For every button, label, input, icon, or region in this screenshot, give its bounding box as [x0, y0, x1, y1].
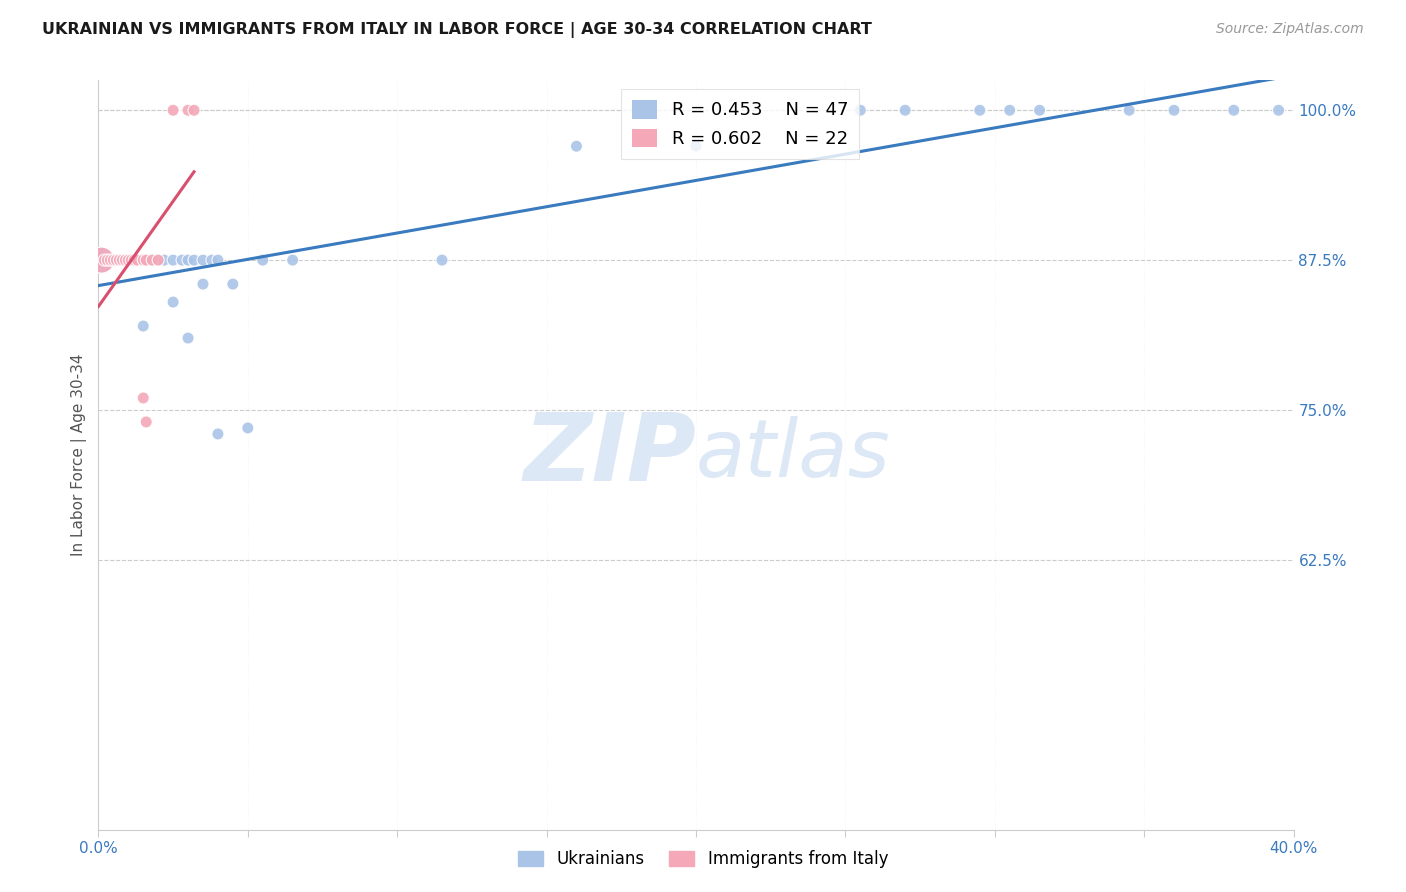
Point: [998, 103, 1021, 118]
Point: [124, 253, 146, 268]
Point: [236, 421, 259, 435]
Point: [685, 139, 707, 153]
Text: Source: ZipAtlas.com: Source: ZipAtlas.com: [1216, 22, 1364, 37]
Point: [135, 253, 157, 268]
Point: [135, 253, 157, 268]
Point: [90, 253, 112, 268]
Point: [120, 253, 142, 268]
Point: [153, 253, 176, 268]
Point: [93, 253, 115, 268]
Point: [132, 253, 155, 268]
Point: [141, 253, 163, 268]
Point: [90, 253, 112, 268]
Point: [207, 426, 229, 441]
Point: [132, 391, 155, 405]
Point: [222, 277, 245, 291]
Point: [430, 253, 453, 268]
Point: [108, 253, 131, 268]
Point: [96, 253, 118, 268]
Point: [281, 253, 304, 268]
Point: [565, 139, 588, 153]
Point: [148, 253, 170, 268]
Point: [252, 253, 274, 268]
Legend: R = 0.453    N = 47, R = 0.602    N = 22: R = 0.453 N = 47, R = 0.602 N = 22: [621, 89, 859, 159]
Point: [111, 253, 134, 268]
Point: [108, 253, 131, 268]
Point: [177, 253, 200, 268]
Text: ZIP: ZIP: [523, 409, 696, 501]
Point: [162, 253, 184, 268]
Text: atlas: atlas: [696, 416, 891, 494]
Point: [93, 253, 115, 268]
Point: [1223, 103, 1246, 118]
Point: [162, 295, 184, 310]
Point: [105, 253, 128, 268]
Point: [849, 103, 872, 118]
Point: [117, 253, 139, 268]
Point: [132, 253, 155, 268]
Point: [135, 415, 157, 429]
Point: [1163, 103, 1185, 118]
Text: UKRAINIAN VS IMMIGRANTS FROM ITALY IN LABOR FORCE | AGE 30-34 CORRELATION CHART: UKRAINIAN VS IMMIGRANTS FROM ITALY IN LA…: [42, 22, 872, 38]
Point: [98, 253, 122, 268]
Point: [103, 253, 125, 268]
Point: [111, 253, 134, 268]
Y-axis label: In Labor Force | Age 30-34: In Labor Force | Age 30-34: [72, 353, 87, 557]
Point: [162, 103, 184, 118]
Point: [191, 277, 214, 291]
Point: [183, 103, 205, 118]
Point: [201, 253, 224, 268]
Point: [183, 253, 205, 268]
Point: [1118, 103, 1140, 118]
Point: [96, 253, 118, 268]
Point: [114, 253, 136, 268]
Legend: Ukrainians, Immigrants from Italy: Ukrainians, Immigrants from Italy: [512, 844, 894, 875]
Point: [191, 253, 214, 268]
Point: [127, 253, 149, 268]
Point: [103, 253, 125, 268]
Point: [132, 319, 155, 334]
Point: [969, 103, 991, 118]
Point: [1267, 103, 1289, 118]
Point: [177, 103, 200, 118]
Point: [207, 253, 229, 268]
Point: [894, 103, 917, 118]
Point: [127, 253, 149, 268]
Point: [117, 253, 139, 268]
Point: [138, 253, 160, 268]
Point: [105, 253, 128, 268]
Point: [141, 253, 163, 268]
Point: [98, 253, 122, 268]
Point: [124, 253, 146, 268]
Point: [1028, 103, 1050, 118]
Point: [177, 331, 200, 345]
Point: [120, 253, 142, 268]
Point: [148, 253, 170, 268]
Point: [172, 253, 194, 268]
Point: [114, 253, 136, 268]
